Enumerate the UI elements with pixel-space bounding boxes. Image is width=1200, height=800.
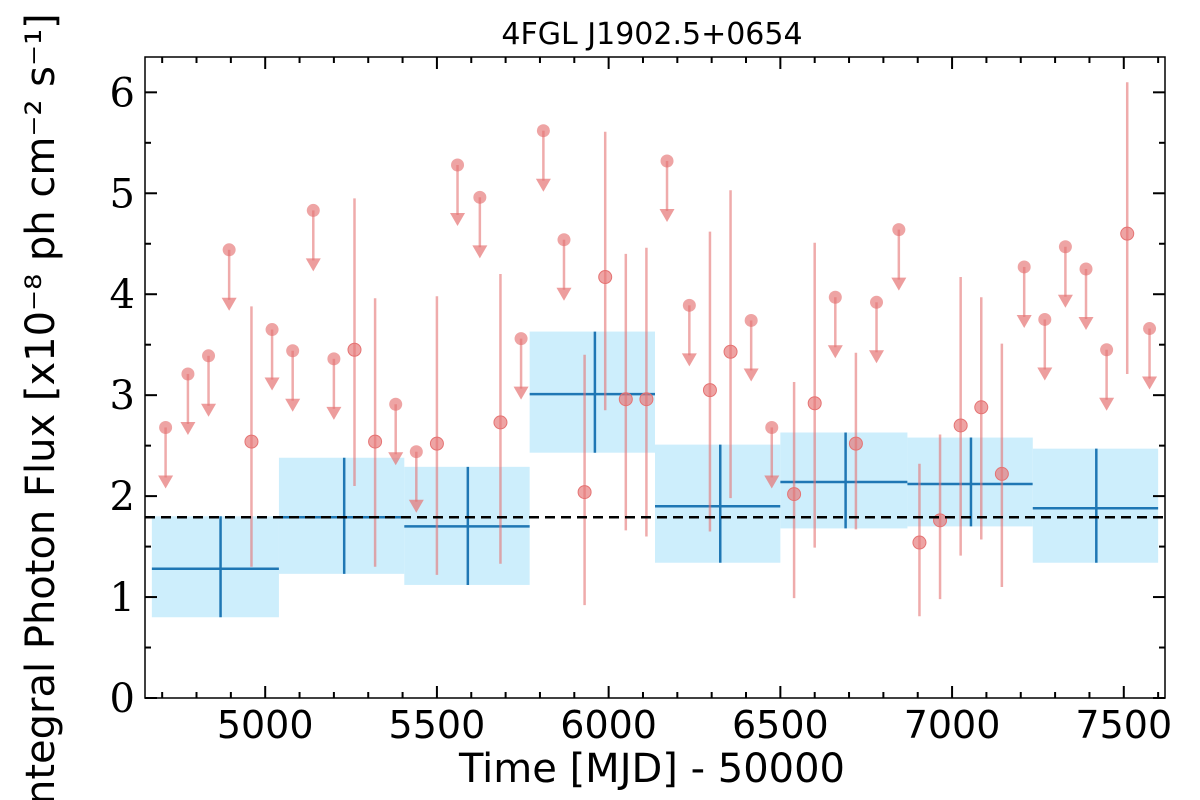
x-tick-label: 6500 (732, 703, 829, 747)
flux-point (787, 487, 802, 502)
upper-limit-arrow-head (285, 398, 301, 412)
upper-limit-arrow-head (158, 475, 174, 489)
flux-point (598, 270, 613, 285)
upper-limit-arrow-head (1099, 397, 1115, 411)
upper-limit-arrow-head (681, 353, 697, 367)
flux-point (933, 513, 948, 528)
y-tick-label: 3 (110, 373, 135, 419)
upper-limit-arrow-head (264, 377, 280, 391)
flux-point (347, 342, 362, 357)
flux-point (1120, 226, 1135, 241)
upper-limit-arrow-head (305, 258, 321, 272)
upper-limit-arrow-head (1057, 294, 1073, 308)
flux-point (493, 415, 508, 430)
flux-point (702, 383, 717, 398)
short-timescale-flux-layer (158, 82, 1158, 617)
upper-limit-arrow-head (1016, 314, 1032, 328)
upper-limit-arrow-head (472, 245, 488, 259)
flux-point (368, 434, 383, 449)
flux-bin-band (655, 444, 781, 563)
flux-point (912, 535, 927, 550)
flux-bin-band (278, 457, 405, 574)
flux-point (807, 396, 822, 411)
upper-limit-arrow-head (891, 277, 907, 291)
upper-limit-arrow-head (556, 287, 572, 301)
y-tick-label: 6 (110, 70, 135, 116)
flux-point (953, 418, 968, 433)
upper-limit-arrow-head (326, 406, 342, 420)
y-tick-label: 2 (110, 474, 135, 520)
flux-point (577, 485, 592, 500)
axis-ticks: 5000 5500 6000 6500 7000 7500 0 1 2 3 4 5 6 (110, 57, 1172, 747)
x-tick-label: 5500 (389, 703, 486, 747)
upper-limit-arrow-head (659, 208, 675, 222)
upper-limit-arrow-head (827, 345, 843, 359)
y-axis-label: Integral Photon Flux [x10⁻⁸ ph cm⁻² s⁻¹] (18, 13, 64, 800)
x-axis-label: Time [MJD] - 50000 (458, 746, 845, 792)
flux-bin-band (529, 331, 655, 453)
upper-limit-arrow-head (1078, 316, 1094, 330)
upper-limit-arrow-head (764, 475, 780, 489)
flux-point (639, 392, 654, 407)
binned-flux-layer (151, 331, 1159, 618)
flux-point (244, 434, 259, 449)
upper-limit-arrow-head (180, 421, 196, 435)
flux-bin-band (780, 432, 908, 529)
x-tick-label: 5000 (217, 703, 314, 747)
upper-limit-arrow-head (869, 350, 885, 364)
upper-limit-arrow-head (388, 452, 404, 466)
x-tick-label: 6000 (560, 703, 657, 747)
upper-limit-arrow-head (450, 213, 466, 227)
flux-point (994, 466, 1009, 481)
flux-bin-band (151, 516, 279, 618)
upper-limit-arrow-head (535, 178, 551, 192)
y-tick-label: 1 (110, 575, 135, 621)
upper-limit-arrow-head (221, 297, 237, 311)
flux-point (618, 392, 633, 407)
y-tick-label: 5 (110, 171, 135, 217)
y-tick-label: 4 (110, 272, 135, 318)
upper-limit-arrow-head (743, 368, 759, 382)
plot-frame (144, 56, 1166, 699)
upper-limit-arrow-head (201, 403, 217, 417)
upper-limit-arrow-head (408, 499, 424, 513)
upper-limit-arrow-head (513, 386, 529, 400)
y-tick-label: 0 (110, 676, 135, 722)
flux-point (723, 344, 738, 359)
x-tick-label: 7000 (904, 703, 1001, 747)
flux-point (429, 436, 444, 451)
upper-limit-arrow-head (1142, 376, 1158, 390)
chart-title: 4FGL J1902.5+0654 (501, 17, 802, 52)
upper-limit-arrow-head (1037, 367, 1053, 381)
flux-point (974, 400, 989, 415)
flux-point (848, 436, 863, 451)
x-tick-label: 7500 (1075, 703, 1172, 747)
